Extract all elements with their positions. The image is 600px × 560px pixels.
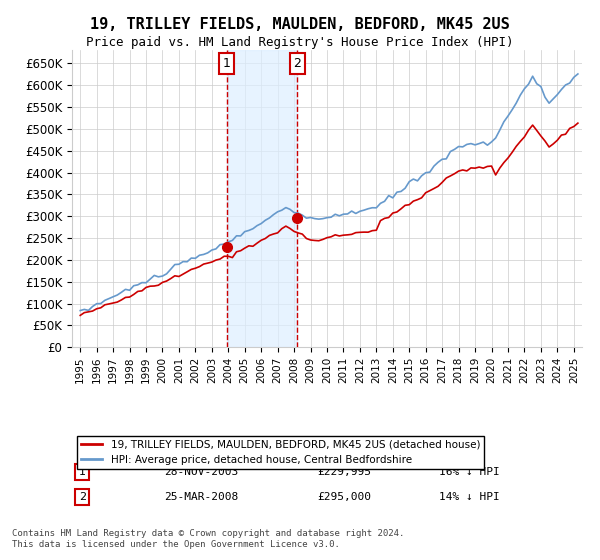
Text: Price paid vs. HM Land Registry's House Price Index (HPI): Price paid vs. HM Land Registry's House … <box>86 36 514 49</box>
Bar <box>227 50 298 347</box>
Text: 16% ↓ HPI: 16% ↓ HPI <box>439 467 500 477</box>
Text: 28-NOV-2003: 28-NOV-2003 <box>164 467 238 477</box>
Text: 14% ↓ HPI: 14% ↓ HPI <box>439 492 500 502</box>
Text: 2: 2 <box>293 57 301 70</box>
Legend: 19, TRILLEY FIELDS, MAULDEN, BEDFORD, MK45 2US (detached house), HPI: Average pr: 19, TRILLEY FIELDS, MAULDEN, BEDFORD, MK… <box>77 436 484 469</box>
Text: 2: 2 <box>79 492 86 502</box>
Text: £295,000: £295,000 <box>317 492 371 502</box>
Text: 1: 1 <box>223 57 230 70</box>
Text: Contains HM Land Registry data © Crown copyright and database right 2024.
This d: Contains HM Land Registry data © Crown c… <box>12 529 404 549</box>
Text: 19, TRILLEY FIELDS, MAULDEN, BEDFORD, MK45 2US: 19, TRILLEY FIELDS, MAULDEN, BEDFORD, MK… <box>90 17 510 32</box>
Text: 25-MAR-2008: 25-MAR-2008 <box>164 492 238 502</box>
Text: £229,995: £229,995 <box>317 467 371 477</box>
Text: 1: 1 <box>79 467 86 477</box>
